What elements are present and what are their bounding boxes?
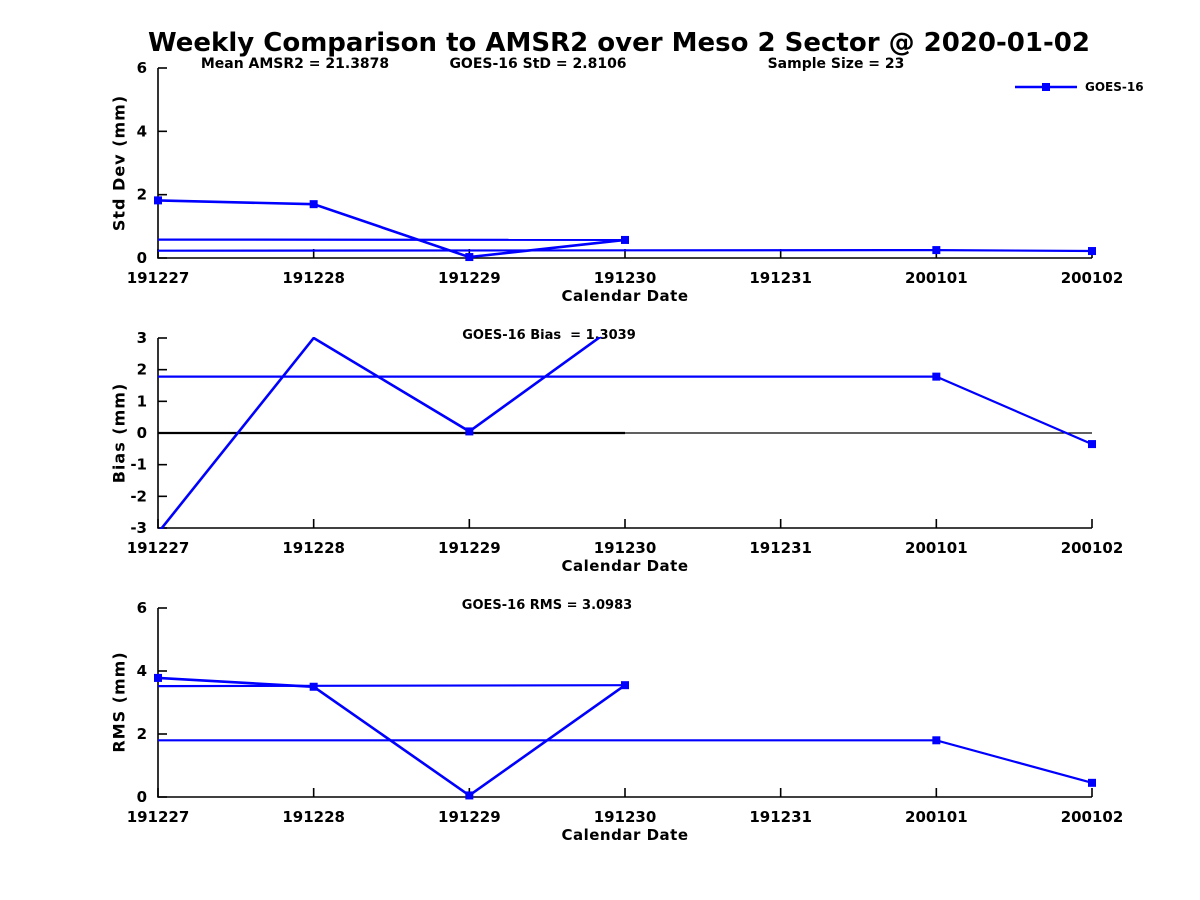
data-point-marker [309, 200, 318, 209]
data-point-marker [932, 246, 941, 255]
y-tick-label: -1 [130, 456, 147, 474]
x-tick-label: 200101 [905, 808, 968, 826]
x-tick-label: 191227 [127, 539, 190, 557]
data-point-marker [932, 736, 941, 745]
y-tick-label: -3 [130, 519, 147, 537]
series-line-goes-16 [158, 684, 626, 688]
x-tick-label: 200101 [905, 539, 968, 557]
stat-sample-size: Sample Size = 23 [767, 56, 905, 72]
series-line-goes-16 [158, 739, 1093, 784]
y-tick-label: 0 [137, 788, 147, 806]
x-tick-label: 191230 [594, 808, 657, 826]
x-tick-label: 191227 [127, 808, 190, 826]
x-tick-label: 200101 [905, 269, 968, 287]
x-axis-label-panel3: Calendar Date [561, 826, 689, 844]
x-tick-label: 200102 [1061, 539, 1124, 557]
data-point-marker [932, 372, 941, 381]
y-tick-label: 0 [137, 249, 147, 267]
x-axis-label-panel2: Calendar Date [561, 557, 689, 575]
legend-line-marker-icon [1015, 83, 1077, 91]
data-point-marker [465, 427, 474, 436]
data-point-marker [465, 791, 474, 800]
data-point-marker [621, 235, 629, 244]
y-tick-label: 2 [137, 361, 147, 379]
x-tick-label: 191231 [749, 539, 812, 557]
y-tick-label: 2 [137, 186, 147, 204]
x-tick-label: 191229 [438, 269, 501, 287]
series-line-group [158, 676, 1093, 797]
data-point-marker [621, 681, 629, 690]
page-title: Weekly Comparison to AMSR2 over Meso 2 S… [148, 28, 1090, 58]
data-point-marker [1088, 247, 1096, 256]
rms-panel-title: GOES-16 RMS = 3.0983 [461, 598, 633, 613]
data-point-marker [465, 253, 474, 262]
y-tick-label: 3 [137, 329, 147, 347]
series-line-goes-16 [158, 199, 626, 259]
x-tick-label: 191229 [438, 539, 501, 557]
data-point-marker [309, 682, 318, 691]
y-tick-label: 4 [137, 122, 147, 140]
stat-goes16-std: GOES-16 StD = 2.8106 [449, 56, 627, 72]
series-line-goes-16 [158, 676, 626, 797]
y-tick-label: 4 [137, 662, 147, 680]
y-tick-label: -2 [130, 487, 147, 505]
legend-label: GOES-16 [1085, 80, 1144, 94]
data-point-marker [154, 196, 162, 205]
x-tick-label: 200102 [1061, 269, 1124, 287]
x-axis-label-panel1: Calendar Date [561, 287, 689, 305]
stat-mean-amsr2: Mean AMSR2 = 21.3878 [200, 56, 390, 72]
x-tick-label: 191228 [282, 269, 345, 287]
y-tick-label: 1 [137, 392, 147, 410]
y-tick-label: 6 [137, 599, 147, 617]
x-tick-label: 191228 [282, 808, 345, 826]
series-line-group [158, 337, 1093, 529]
series-line-goes-16 [159, 337, 603, 529]
data-point-marker [1088, 778, 1096, 787]
x-tick-label: 191230 [594, 269, 657, 287]
series-line-goes-16 [158, 249, 1093, 253]
data-point-marker [1088, 440, 1096, 449]
y-tick-label: 0 [137, 424, 147, 442]
data-point-marker [154, 673, 162, 682]
x-tick-label: 191231 [749, 269, 812, 287]
y-tick-label: 6 [137, 59, 147, 77]
legend: GOES-16 [1015, 80, 1144, 94]
x-tick-label: 191227 [127, 269, 190, 287]
x-tick-label: 191231 [749, 808, 812, 826]
x-tick-label: 191228 [282, 539, 345, 557]
series-line-group [158, 199, 1093, 259]
x-tick-label: 200102 [1061, 808, 1124, 826]
y-tick-label: 2 [137, 725, 147, 743]
x-tick-label: 191229 [438, 808, 501, 826]
x-tick-label: 191230 [594, 539, 657, 557]
